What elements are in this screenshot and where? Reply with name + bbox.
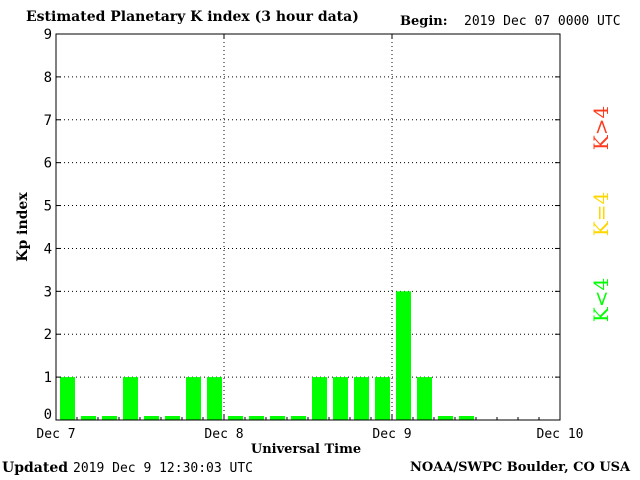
kp-bar — [459, 416, 474, 420]
kp-bar — [144, 416, 159, 420]
y-tick-label: 0 — [44, 407, 52, 423]
plot-frame — [55, 33, 561, 421]
kp-bar — [312, 377, 327, 420]
bars-layer — [60, 291, 474, 420]
x-tick-label: Dec 7 — [36, 427, 75, 442]
x-tick-label: Dec 10 — [537, 427, 584, 442]
grid-layer — [56, 34, 560, 420]
ticks-layer: 0 1 2 3 4 5 6 7 8 9 Dec 7 Dec 8 Dec 9 Dec 10 — [36, 27, 583, 442]
kp-bar — [375, 377, 390, 420]
begin-value: 2019 Dec 07 0000 UTC — [464, 14, 621, 29]
kp-bar — [249, 416, 264, 420]
kp-bar — [270, 416, 285, 420]
y-tick-label: 7 — [44, 113, 52, 129]
kp-bar — [396, 291, 411, 420]
legend-entry: K<4 — [589, 278, 613, 322]
kp-bar — [228, 416, 243, 420]
begin-label: Begin: — [400, 14, 448, 29]
y-tick-label: 2 — [44, 327, 52, 343]
kp-bar — [417, 377, 432, 420]
chart-title: Estimated Planetary K index (3 hour data… — [26, 9, 359, 25]
source-credit: NOAA/SWPC Boulder, CO USA — [410, 460, 631, 475]
legend-entry: K>4 — [589, 106, 613, 150]
kp-bar — [438, 416, 453, 420]
updated-value: 2019 Dec 9 12:30:03 UTC — [73, 461, 254, 476]
y-axis-label: Kp index — [15, 192, 31, 262]
y-tick-label: 3 — [44, 284, 52, 300]
y-tick-label: 8 — [44, 70, 52, 86]
kp-bar — [165, 416, 180, 420]
kp-bar — [291, 416, 306, 420]
x-axis-label: Universal Time — [251, 442, 361, 457]
legend: K<4 K=4 K>4 — [589, 106, 613, 322]
updated-label: Updated — [2, 460, 69, 476]
y-tick-label: 4 — [44, 241, 52, 257]
x-tick-label: Dec 9 — [372, 427, 411, 442]
kp-bar — [186, 377, 201, 420]
kp-bar — [333, 377, 348, 420]
kp-bar — [123, 377, 138, 420]
legend-entry: K=4 — [589, 192, 613, 236]
y-tick-label: 1 — [44, 370, 52, 386]
kp-bar — [207, 377, 222, 420]
kp-bar — [354, 377, 369, 420]
kp-bar — [81, 416, 96, 420]
y-tick-label: 5 — [44, 199, 52, 215]
x-tick-label: Dec 8 — [204, 427, 243, 442]
kp-bar — [60, 377, 75, 420]
y-tick-label: 9 — [44, 27, 52, 43]
kp-bar — [102, 416, 117, 420]
y-tick-label: 6 — [44, 156, 52, 172]
